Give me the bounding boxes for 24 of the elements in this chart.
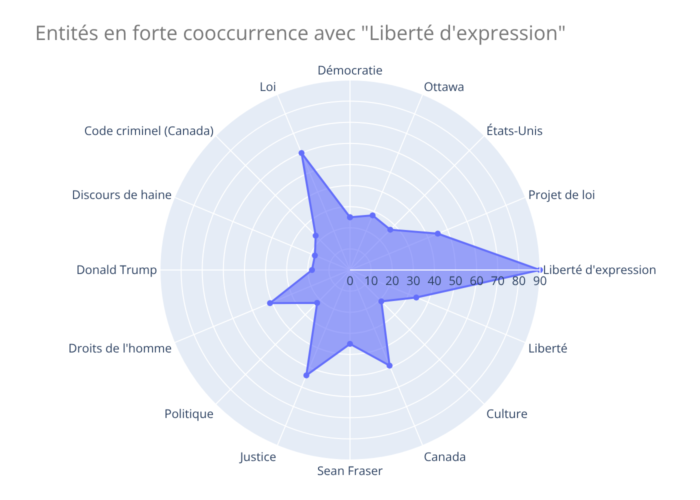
spoke-label: Loi	[260, 78, 276, 96]
y-tick-label: 0	[346, 272, 354, 289]
y-tick-label: 20	[385, 272, 400, 289]
y-tick-label: 50	[448, 272, 463, 289]
spoke-label: Code criminel (Canada)	[84, 122, 214, 139]
chart-title: Entités en forte cooccurrence avec "Liberté d'expression"	[35, 19, 566, 46]
spoke-label: Canada	[424, 448, 466, 465]
spoke-label: États-Unis	[486, 122, 544, 139]
y-tick-label: 10	[364, 272, 378, 289]
spoke-label: Discours de haine	[72, 186, 172, 204]
spoke-label: Politique	[164, 404, 214, 422]
spoke-label: Ottawa	[424, 78, 464, 96]
spoke-label: Liberté	[528, 339, 568, 356]
spoke-label: Justice	[239, 448, 276, 465]
spoke-label: Projet de loi	[528, 186, 596, 204]
y-tick-label: 40	[428, 272, 442, 289]
y-tick-label: 30	[406, 272, 420, 289]
spoke-label: Donald Trump	[76, 261, 158, 278]
spoke-label: Culture	[486, 404, 528, 422]
spoke-label: Sean Fraser	[317, 462, 383, 479]
y-tick-label: 80	[512, 272, 526, 289]
spoke-label: Démocratie	[317, 62, 383, 79]
spoke-label: Droits de l'homme	[68, 339, 172, 356]
y-tick-label: 60	[470, 272, 484, 289]
